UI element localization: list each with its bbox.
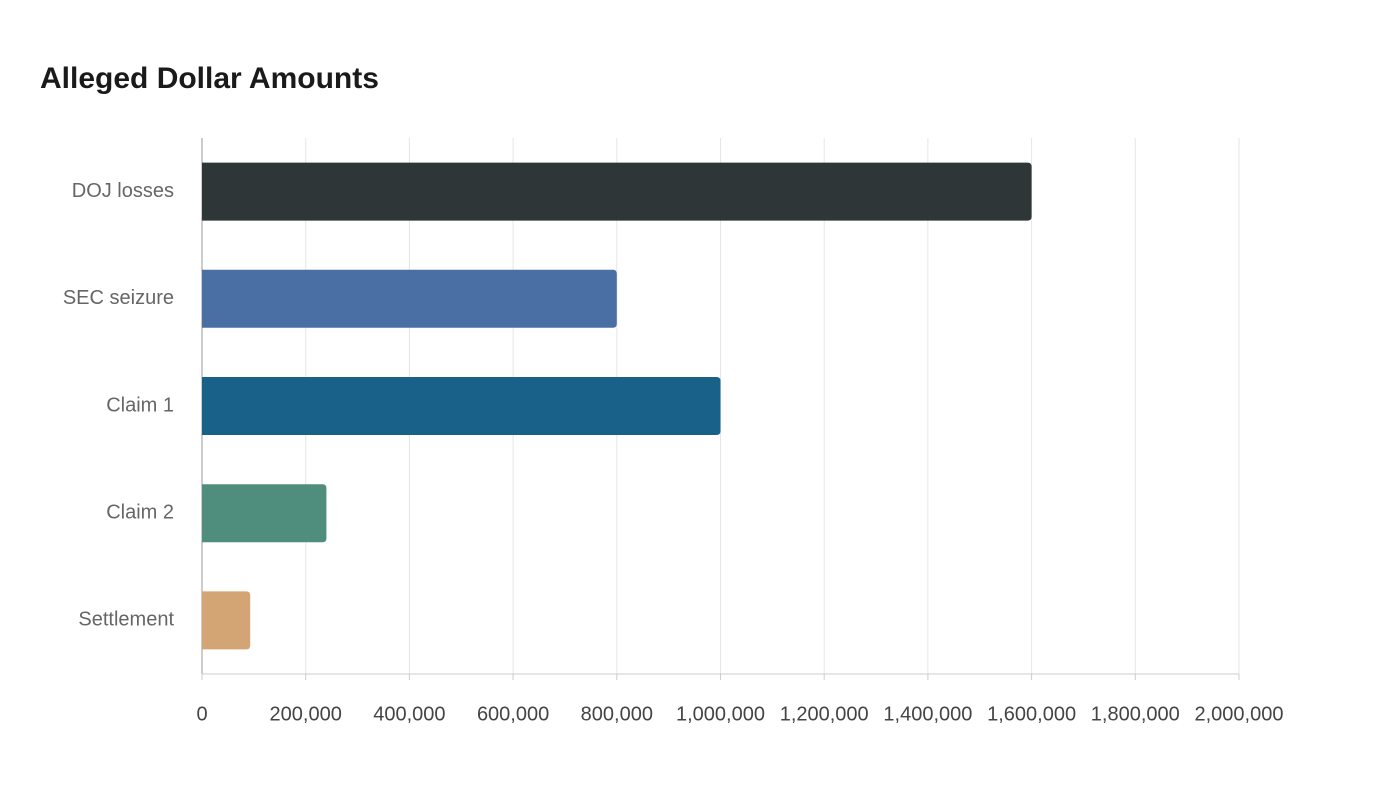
x-tick-label: 1,800,000 bbox=[1091, 703, 1180, 725]
x-tick-label: 200,000 bbox=[270, 703, 342, 725]
x-tick-label: 1,000,000 bbox=[676, 703, 765, 725]
bar bbox=[202, 162, 1032, 221]
y-tick-label: DOJ losses bbox=[72, 180, 174, 202]
y-tick-label: Claim 2 bbox=[106, 501, 174, 523]
y-tick-label: Claim 1 bbox=[106, 394, 174, 416]
y-tick-label: Settlement bbox=[78, 609, 174, 631]
x-tick-label: 600,000 bbox=[477, 703, 549, 725]
bar bbox=[202, 484, 327, 543]
bar bbox=[202, 377, 721, 435]
x-tick-label: 0 bbox=[196, 703, 207, 725]
x-tick-label: 1,600,000 bbox=[987, 703, 1076, 725]
bar bbox=[202, 269, 617, 328]
x-tick-label: 1,200,000 bbox=[780, 703, 869, 725]
x-tick-label: 800,000 bbox=[581, 703, 653, 725]
x-tick-label: 400,000 bbox=[373, 703, 445, 725]
y-tick-label: SEC seizure bbox=[63, 287, 174, 309]
chart-title: Alleged Dollar Amounts bbox=[40, 62, 379, 95]
bar bbox=[202, 591, 251, 650]
x-tick-label: 1,400,000 bbox=[883, 703, 972, 725]
x-tick-label: 2,000,000 bbox=[1195, 703, 1284, 725]
